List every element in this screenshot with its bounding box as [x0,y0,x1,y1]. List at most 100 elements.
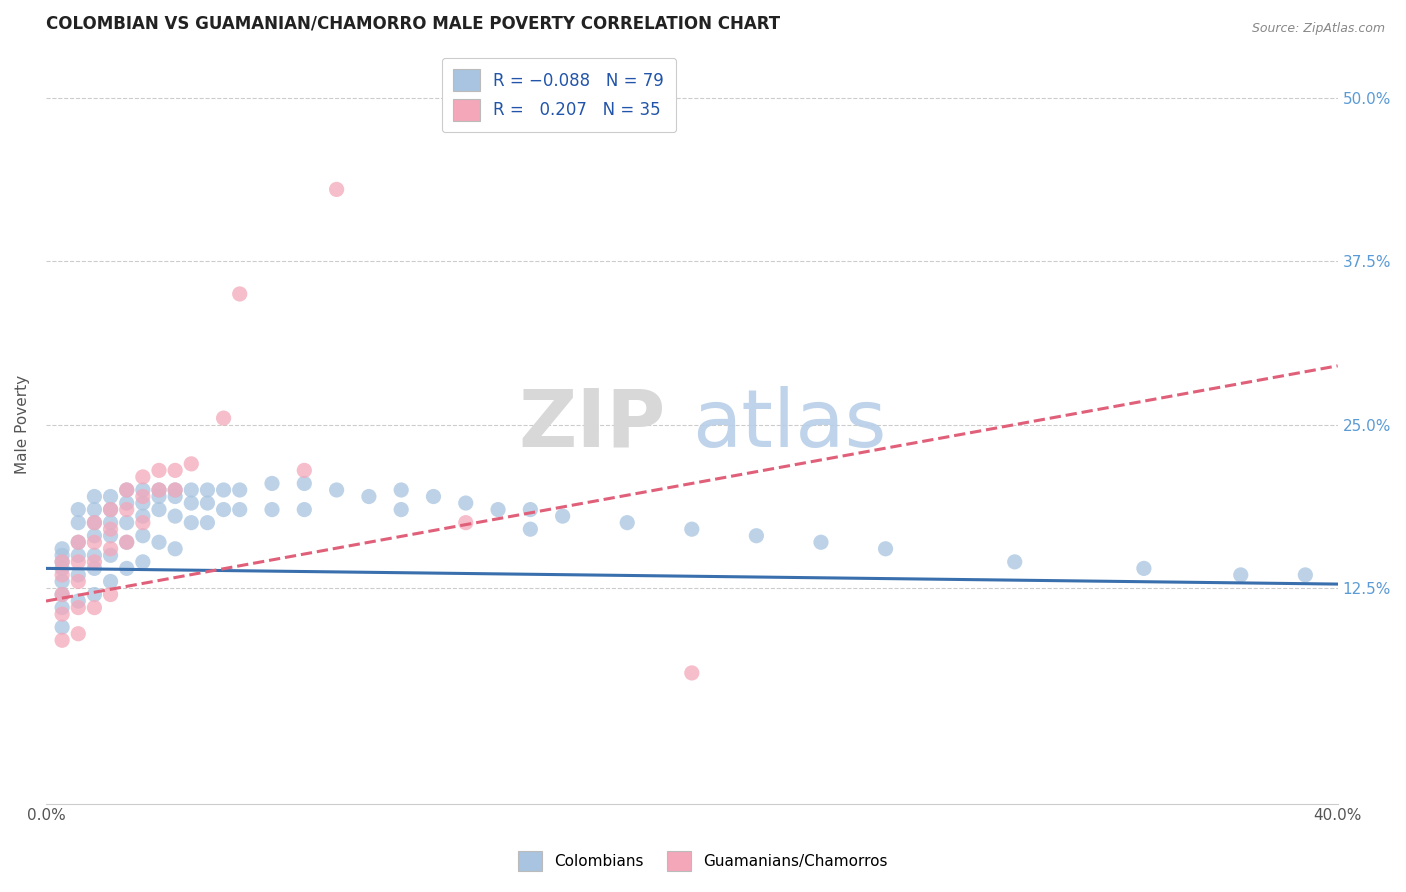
Legend: R = −0.088   N = 79, R =   0.207   N = 35: R = −0.088 N = 79, R = 0.207 N = 35 [441,58,676,132]
Point [212,483,235,497]
Point [115,561,138,575]
Point [83,588,105,602]
Point [180,516,202,530]
Point [1133,561,1156,575]
Point [165,463,187,477]
Point [260,476,283,491]
Point [100,522,122,536]
Point [115,502,138,516]
Point [228,287,250,301]
Point [132,509,155,524]
Point [83,529,105,543]
Point [389,502,412,516]
Text: atlas: atlas [692,385,886,464]
Point [67,555,90,569]
Point [83,549,105,563]
Point [357,490,380,504]
Point [83,516,105,530]
Y-axis label: Male Poverty: Male Poverty [15,375,30,475]
Point [681,665,703,680]
Point [1294,568,1316,582]
Point [519,502,541,516]
Point [132,529,155,543]
Point [875,541,897,556]
Point [115,535,138,549]
Point [197,496,219,510]
Point [67,594,90,608]
Point [100,490,122,504]
Point [100,588,122,602]
Point [165,483,187,497]
Point [292,463,315,477]
Point [519,522,541,536]
Point [745,529,768,543]
Point [67,516,90,530]
Point [100,529,122,543]
Point [454,516,477,530]
Point [197,483,219,497]
Point [148,535,170,549]
Point [51,607,73,621]
Point [616,516,638,530]
Point [810,535,832,549]
Point [51,549,73,563]
Point [132,483,155,497]
Point [51,561,73,575]
Point [681,522,703,536]
Point [51,588,73,602]
Point [83,561,105,575]
Point [100,516,122,530]
Point [67,600,90,615]
Point [83,600,105,615]
Point [115,516,138,530]
Point [115,535,138,549]
Point [51,588,73,602]
Point [83,535,105,549]
Point [67,502,90,516]
Point [132,496,155,510]
Point [1229,568,1251,582]
Point [180,483,202,497]
Point [83,490,105,504]
Point [51,555,73,569]
Point [292,476,315,491]
Point [132,516,155,530]
Point [165,490,187,504]
Point [115,496,138,510]
Point [325,483,347,497]
Text: ZIP: ZIP [519,385,666,464]
Point [100,502,122,516]
Point [51,555,73,569]
Point [292,502,315,516]
Point [228,502,250,516]
Point [115,483,138,497]
Point [165,509,187,524]
Point [51,568,73,582]
Point [212,502,235,516]
Point [228,483,250,497]
Point [551,509,574,524]
Legend: Colombians, Guamanians/Chamorros: Colombians, Guamanians/Chamorros [512,846,894,877]
Point [165,483,187,497]
Point [148,490,170,504]
Point [100,549,122,563]
Point [132,470,155,484]
Point [197,516,219,530]
Point [1004,555,1026,569]
Point [260,502,283,516]
Point [454,496,477,510]
Point [51,574,73,589]
Point [148,483,170,497]
Point [67,626,90,640]
Point [51,633,73,648]
Text: COLOMBIAN VS GUAMANIAN/CHAMORRO MALE POVERTY CORRELATION CHART: COLOMBIAN VS GUAMANIAN/CHAMORRO MALE POV… [46,15,780,33]
Point [100,541,122,556]
Text: Source: ZipAtlas.com: Source: ZipAtlas.com [1251,22,1385,36]
Point [165,541,187,556]
Point [180,457,202,471]
Point [83,555,105,569]
Point [148,483,170,497]
Point [83,516,105,530]
Point [389,483,412,497]
Point [83,502,105,516]
